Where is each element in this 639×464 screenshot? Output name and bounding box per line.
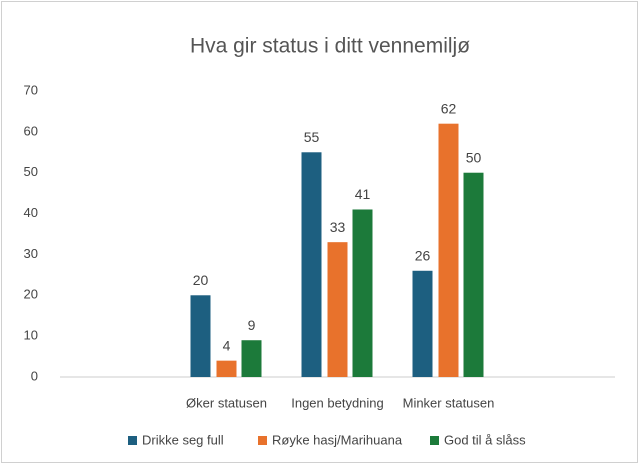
data-label: 9 [248, 317, 256, 333]
data-label: 41 [355, 186, 371, 202]
y-tick-label: 60 [24, 123, 38, 138]
data-label: 50 [466, 149, 482, 165]
bar [352, 209, 373, 377]
x-tick-label: Minker statusen [403, 395, 495, 410]
data-label: 33 [330, 219, 346, 235]
data-label: 26 [415, 247, 431, 263]
bar [463, 172, 484, 377]
data-label: 4 [223, 337, 231, 353]
data-label: 20 [193, 272, 209, 288]
bar [241, 340, 262, 377]
y-tick-label: 70 [24, 82, 38, 97]
x-tick-label: Ingen betydning [291, 395, 384, 410]
bar [216, 360, 237, 377]
legend-label: God til å slåss [444, 432, 526, 447]
bar [412, 270, 433, 377]
legend-swatch [128, 436, 137, 445]
bar [301, 152, 322, 377]
bar [327, 242, 348, 377]
y-tick-label: 40 [24, 205, 38, 220]
legend-swatch [258, 436, 267, 445]
x-tick-label: Øker statusen [186, 395, 267, 410]
data-label: 55 [304, 129, 320, 145]
legend-label: Røyke hasj/Marihuana [272, 432, 403, 447]
y-tick-label: 50 [24, 164, 38, 179]
chart-title: Hva gir status i ditt vennemiljø [190, 35, 470, 58]
y-tick-label: 10 [24, 328, 38, 343]
y-tick-label: 30 [24, 246, 38, 261]
y-tick-label: 0 [31, 368, 38, 383]
bar [190, 295, 211, 377]
y-tick-label: 20 [24, 287, 38, 302]
bar [438, 123, 459, 377]
legend-label: Drikke seg full [142, 432, 224, 447]
data-label: 62 [441, 100, 457, 116]
legend-swatch [430, 436, 439, 445]
